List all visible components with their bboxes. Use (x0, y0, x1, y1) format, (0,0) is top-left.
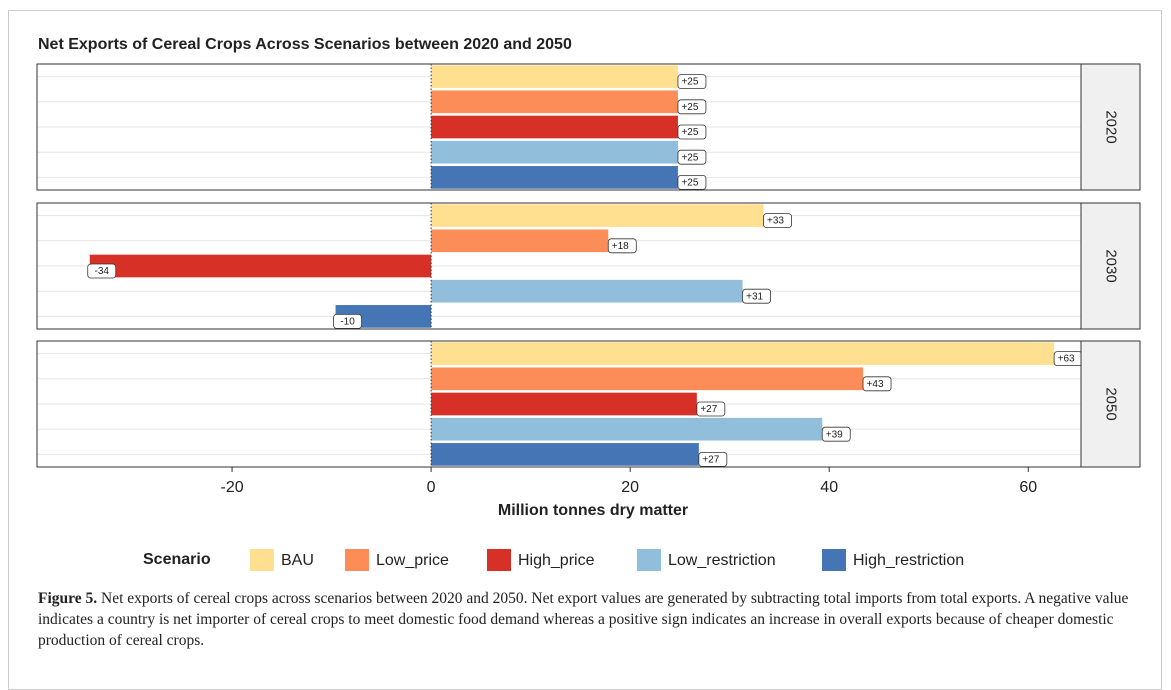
value-label-box (742, 288, 772, 304)
bar (431, 140, 678, 164)
value-label-box (698, 451, 728, 467)
value-label-box (677, 74, 707, 89)
bar (431, 417, 823, 441)
value-label: -34 (87, 263, 117, 279)
value-label: +18 (607, 238, 637, 254)
value-label: +31 (742, 288, 772, 304)
x-tick-label: 40 (820, 479, 838, 496)
value-label-box (862, 376, 892, 392)
value-label: -10 (333, 313, 362, 329)
legend-swatch (345, 549, 369, 571)
bar (431, 279, 743, 303)
strip (1080, 202, 1141, 330)
x-tick-label: -20 (221, 479, 244, 496)
value-label: +27 (698, 451, 728, 467)
legend-swatch (487, 549, 511, 571)
bar (431, 443, 699, 466)
legend-label: High_restriction (853, 552, 964, 569)
value-label-box (696, 401, 726, 417)
legend-label: High_price (518, 552, 595, 569)
legend-label: BAU (281, 552, 314, 569)
bar (431, 65, 678, 88)
caption-text: Net exports of cereal crops across scena… (38, 590, 1129, 649)
value-label-text: +31 (746, 291, 763, 302)
value-label: +25 (677, 124, 707, 140)
value-label: +43 (862, 376, 892, 392)
bar (431, 204, 764, 227)
value-label: +33 (763, 213, 792, 229)
caption: Figure 5. Net exports of cereal crops ac… (38, 588, 1138, 651)
value-label-text: +27 (700, 404, 717, 415)
legend-swatch (637, 549, 661, 571)
bar (431, 115, 678, 139)
caption-label: Figure 5. (38, 590, 98, 607)
bar (89, 254, 432, 278)
value-label-box (607, 238, 637, 254)
legend-label: Low_restriction (668, 552, 776, 569)
chart: Net Exports of Cereal Crops Across Scena… (36, 36, 1141, 571)
value-label-text: +63 (1058, 354, 1075, 365)
value-label: +25 (677, 174, 707, 190)
value-label-text: +18 (612, 241, 629, 252)
chart-title: Net Exports of Cereal Crops Across Scena… (38, 36, 572, 53)
strip-label: 2030 (1103, 249, 1120, 282)
bar (431, 229, 609, 253)
bar (431, 342, 1055, 365)
x-axis-label: Million tonnes dry matter (498, 502, 688, 519)
legend-label: Low_price (376, 552, 449, 569)
value-label-text: +25 (681, 77, 698, 88)
value-label: +27 (696, 401, 726, 417)
strip-label: 2020 (1103, 110, 1120, 143)
bar (431, 392, 697, 416)
bar (431, 90, 678, 114)
value-label-text: -10 (340, 317, 355, 328)
value-label-box (677, 174, 707, 190)
value-label-box (87, 263, 117, 279)
legend-swatch (822, 549, 846, 571)
value-label: +25 (677, 99, 707, 115)
legend-swatch (250, 549, 274, 571)
value-label-text: +33 (767, 216, 784, 227)
bar (431, 166, 678, 189)
value-label-text: -34 (95, 266, 110, 277)
value-label-text: +39 (826, 429, 843, 440)
value-label-box (677, 124, 707, 140)
value-label: +63 (1053, 351, 1083, 367)
value-label-box (333, 313, 362, 329)
value-label: +25 (677, 74, 707, 89)
value-label-text: +25 (681, 102, 698, 113)
bar (431, 367, 864, 391)
x-tick-label: 60 (1019, 479, 1037, 496)
strip (1080, 63, 1141, 191)
x-tick-label: 0 (427, 479, 436, 496)
value-label-box (677, 99, 707, 115)
value-label: +39 (821, 426, 851, 442)
legend-title: Scenario (143, 551, 211, 568)
value-label-box (821, 426, 851, 442)
x-tick-label: 20 (621, 479, 639, 496)
strip (1080, 340, 1141, 468)
value-label-text: +25 (681, 178, 698, 189)
value-label-text: +43 (867, 379, 884, 390)
value-label-text: +27 (702, 455, 719, 466)
value-label-text: +25 (681, 127, 698, 138)
value-label-box (677, 149, 707, 165)
strip-label: 2050 (1103, 387, 1120, 420)
value-label-text: +25 (681, 152, 698, 163)
value-label-box (763, 213, 792, 229)
value-label: +25 (677, 149, 707, 165)
